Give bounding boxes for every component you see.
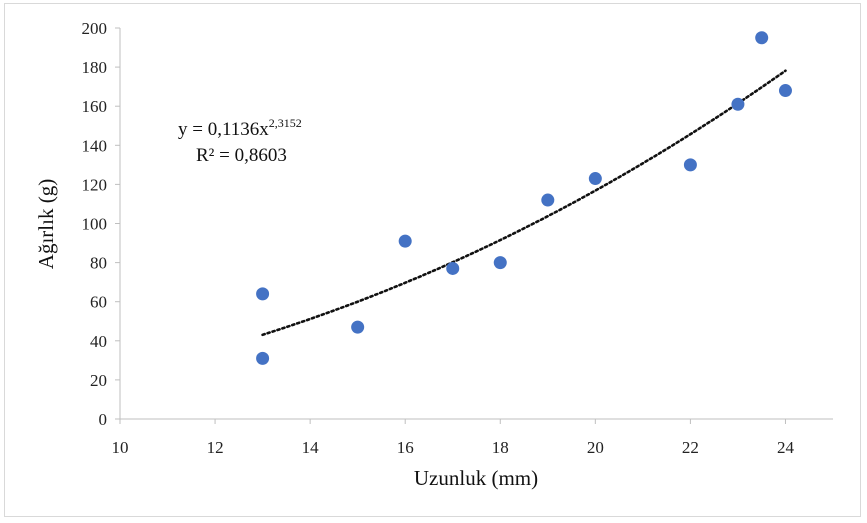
data-point [683,158,697,172]
data-point [731,97,745,111]
y-tick-label: 20 [90,371,107,390]
trendline-equation: y = 0,1136x2,3152 [178,116,302,140]
x-tick-label: 12 [207,438,224,457]
data-point [778,84,792,98]
data-point [446,261,460,275]
y-tick-label: 0 [99,410,108,429]
power-trendline [261,69,787,337]
data-point [541,193,555,207]
x-tick-label: 18 [492,438,509,457]
data-point [256,287,270,301]
r-squared-label: R² = 0,8603 [196,145,287,166]
y-tick-label: 140 [82,136,108,155]
data-points [256,31,792,365]
x-tick-label: 16 [397,438,414,457]
x-tick-label: 14 [302,438,320,457]
y-tick-label: 200 [82,19,108,38]
x-axis-title: Uzunluk (mm) [414,466,538,490]
data-point [588,172,602,186]
equation-base: y = 0,1136x [178,119,269,140]
data-point [493,256,507,270]
y-tick-label: 80 [90,254,107,273]
y-axis-title: Ağırlık (g) [34,179,58,269]
tick-labels: 10 12 14 16 18 20 22 24 0 20 40 60 80 100 120 140 160 180… [82,19,795,457]
y-tick-label: 60 [90,293,107,312]
y-tick-label: 40 [90,332,107,351]
y-tick-label: 160 [82,97,108,116]
x-tick-label: 10 [112,438,129,457]
equation-exponent: 2,3152 [269,116,302,130]
x-tick-label: 24 [777,438,795,457]
x-tick-label: 20 [587,438,604,457]
data-point [256,351,270,365]
data-point [755,31,769,45]
y-tick-label: 180 [82,58,108,77]
data-point [351,320,365,334]
chart-frame [4,3,861,517]
y-tick-label: 120 [82,175,108,194]
trendline-group [261,69,787,337]
axes [115,27,833,424]
y-tick-label: 100 [82,215,108,234]
data-point [398,234,412,248]
x-tick-label: 22 [682,438,699,457]
